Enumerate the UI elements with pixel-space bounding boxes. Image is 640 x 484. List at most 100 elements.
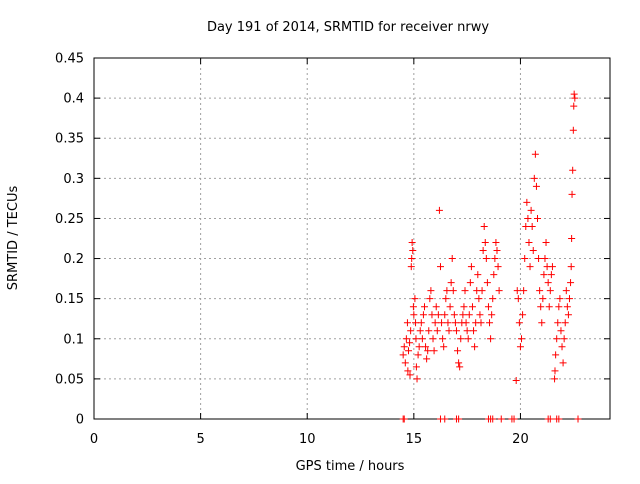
- data-point: [510, 415, 518, 423]
- data-point: [554, 319, 562, 327]
- data-point: [534, 214, 542, 222]
- data-point: [538, 319, 546, 327]
- data-point: [478, 287, 486, 295]
- data-point: [519, 311, 527, 319]
- data-point: [569, 166, 577, 174]
- data-point: [423, 355, 431, 363]
- data-point: [490, 271, 498, 279]
- data-point: [445, 327, 453, 335]
- data-point: [475, 295, 483, 303]
- data-point: [555, 415, 563, 423]
- data-point: [452, 327, 460, 335]
- data-point: [546, 287, 554, 295]
- data-point: [560, 335, 568, 343]
- data-point: [570, 90, 578, 98]
- data-point: [412, 363, 420, 371]
- data-point: [455, 359, 463, 367]
- data-point: [447, 279, 455, 287]
- data-point: [553, 335, 561, 343]
- data-point: [431, 319, 439, 327]
- data-point: [546, 415, 554, 423]
- data-point: [495, 287, 503, 295]
- data-point: [441, 415, 449, 423]
- data-point: [414, 351, 422, 359]
- data-point: [568, 235, 576, 242]
- data-point: [497, 415, 505, 423]
- data-point: [570, 102, 578, 110]
- data-point: [540, 271, 548, 279]
- data-point: [459, 311, 467, 319]
- data-point: [411, 295, 419, 303]
- data-point: [456, 363, 464, 371]
- data-point: [435, 206, 443, 214]
- data-point: [516, 343, 524, 351]
- data-point: [448, 255, 456, 263]
- data-point: [529, 247, 537, 255]
- data-point: [426, 295, 434, 303]
- data-point: [407, 263, 415, 271]
- data-point: [442, 295, 450, 303]
- data-point: [539, 295, 547, 303]
- data-point: [457, 335, 465, 343]
- data-point: [525, 239, 533, 247]
- data-point: [419, 311, 427, 319]
- data-point: [488, 311, 496, 319]
- data-point: [555, 303, 563, 311]
- data-point: [557, 327, 565, 335]
- data-point: [409, 247, 417, 255]
- data-point: [427, 287, 435, 295]
- data-point: [400, 415, 408, 423]
- data-point: [416, 327, 424, 335]
- data-point: [432, 303, 440, 311]
- data-point: [463, 327, 471, 335]
- data-point: [481, 239, 489, 247]
- y-tick-label: 0.3: [63, 172, 84, 187]
- data-point: [476, 311, 484, 319]
- data-point: [480, 222, 488, 230]
- x-tick-label: 0: [90, 432, 98, 447]
- data-point: [489, 295, 497, 303]
- data-point: [530, 174, 538, 182]
- plot-frame: [93, 57, 611, 420]
- data-point: [482, 255, 490, 263]
- data-point: [474, 271, 482, 279]
- data-point: [556, 295, 564, 303]
- data-point: [399, 351, 407, 359]
- data-points: [399, 90, 582, 423]
- data-point: [407, 327, 415, 335]
- x-tick-label: 10: [299, 432, 316, 447]
- data-point: [528, 222, 536, 230]
- data-point: [522, 222, 530, 230]
- data-point: [451, 319, 459, 327]
- x-axis-label: GPS time / hours: [296, 459, 405, 474]
- data-point: [417, 319, 425, 327]
- y-tick-label: 0.35: [55, 132, 84, 147]
- data-point: [418, 335, 426, 343]
- axes: 0 5 10 15 20 0 0.05 0.1 0.15 0.2 0.25 0.3 0.35 0.4 0.4…: [55, 52, 611, 447]
- data-point: [514, 295, 522, 303]
- data-point: [563, 303, 571, 311]
- data-point: [486, 319, 494, 327]
- data-point: [552, 351, 560, 359]
- data-point: [536, 287, 544, 295]
- data-point: [461, 287, 469, 295]
- data-point: [527, 206, 535, 214]
- data-point: [454, 347, 462, 355]
- data-point: [483, 279, 491, 287]
- data-point: [403, 319, 411, 327]
- data-point: [429, 335, 437, 343]
- data-point: [444, 319, 452, 327]
- data-point: [559, 359, 567, 367]
- data-point: [428, 311, 436, 319]
- data-point: [551, 375, 559, 383]
- data-point: [574, 415, 582, 423]
- data-point: [406, 339, 414, 347]
- data-point: [512, 376, 520, 384]
- data-point: [443, 287, 451, 295]
- data-point: [462, 319, 470, 327]
- data-point: [541, 255, 549, 263]
- data-point: [405, 347, 413, 355]
- data-point: [425, 327, 433, 335]
- data-point: [532, 182, 540, 190]
